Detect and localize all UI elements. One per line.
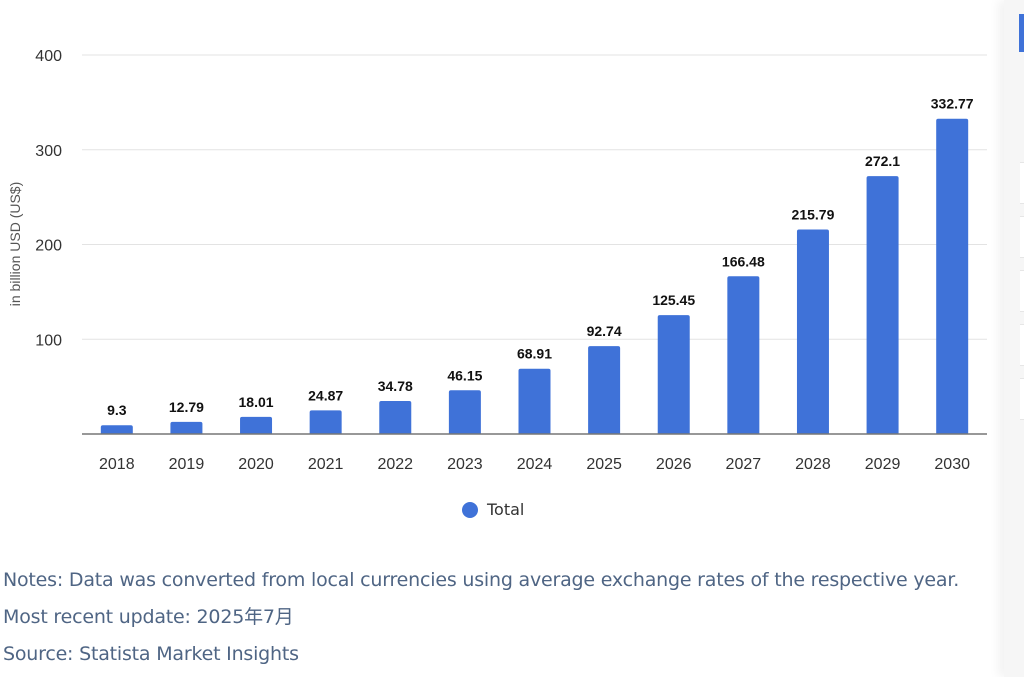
legend-label-total: Total bbox=[487, 500, 525, 519]
x-tick-label-2029: 2029 bbox=[865, 456, 901, 473]
chart-footer: Notes: Data was converted from local cur… bbox=[3, 562, 959, 673]
bar-2029[interactable] bbox=[866, 176, 899, 435]
x-tick-label-2028: 2028 bbox=[795, 456, 831, 473]
bar-2022[interactable] bbox=[379, 401, 412, 434]
bar-2023[interactable] bbox=[448, 390, 481, 434]
x-tick-label-2030: 2030 bbox=[934, 456, 970, 473]
y-tick-label: 400 bbox=[35, 48, 62, 65]
bar-chart: 100 200 300 400 in billion USD (US$) 9.3 12.… bbox=[7, 48, 987, 473]
update-text: Most recent update: 2025年7月 bbox=[3, 606, 294, 628]
data-label-2023: 46.15 bbox=[447, 367, 482, 383]
legend-dot-icon bbox=[462, 501, 478, 518]
side-panel-tab[interactable] bbox=[1020, 216, 1024, 258]
data-label-2028: 215.79 bbox=[792, 207, 835, 223]
data-label-2029: 272.1 bbox=[865, 153, 900, 169]
side-panel-tab[interactable] bbox=[1020, 378, 1024, 420]
data-label-2025: 92.74 bbox=[587, 323, 622, 339]
y-axis-ticks: 100 200 300 400 bbox=[35, 48, 62, 349]
data-label-2024: 68.91 bbox=[517, 346, 552, 362]
bar-2027[interactable] bbox=[727, 276, 760, 434]
x-tick-label-2025: 2025 bbox=[586, 456, 622, 473]
data-label-2018: 9.3 bbox=[107, 402, 127, 418]
bar-2021[interactable] bbox=[309, 410, 342, 434]
bar-2026[interactable] bbox=[657, 315, 690, 434]
data-label-2019: 12.79 bbox=[169, 399, 204, 415]
x-tick-label-2019: 2019 bbox=[169, 456, 205, 473]
x-tick-label-2018: 2018 bbox=[99, 456, 135, 473]
gridlines bbox=[82, 54, 987, 340]
side-panel-tab[interactable] bbox=[1020, 162, 1024, 204]
x-tick-label-2020: 2020 bbox=[238, 456, 274, 473]
x-tick-label-2023: 2023 bbox=[447, 456, 483, 473]
y-tick-label: 100 bbox=[35, 332, 62, 349]
bar-2018[interactable] bbox=[100, 425, 133, 434]
side-panel-active-tab[interactable] bbox=[1019, 14, 1024, 52]
side-panel-tab[interactable] bbox=[1020, 270, 1024, 312]
side-panel bbox=[1004, 0, 1024, 677]
y-axis-title: in billion USD (US$) bbox=[7, 182, 23, 306]
x-axis-ticks: 2018 2019 2020 2021 2022 2023 2024 2025 2026 2027… bbox=[99, 456, 970, 473]
bar-2024[interactable] bbox=[518, 368, 551, 434]
y-tick-label: 300 bbox=[35, 143, 62, 160]
data-labels: 9.3 12.79 18.01 24.87 34.78 46.15 68.91 92.74 12… bbox=[107, 96, 974, 418]
bar-2019[interactable] bbox=[170, 421, 203, 434]
legend[interactable]: Total bbox=[462, 500, 524, 519]
x-tick-label-2022: 2022 bbox=[377, 456, 413, 473]
bars bbox=[100, 118, 969, 435]
source-text: Source: Statista Market Insights bbox=[3, 643, 299, 665]
x-tick-label-2024: 2024 bbox=[517, 456, 553, 473]
notes-text: Notes: Data was converted from local cur… bbox=[3, 569, 960, 591]
bar-2025[interactable] bbox=[588, 346, 621, 434]
data-label-2021: 24.87 bbox=[308, 387, 343, 403]
x-tick-label-2021: 2021 bbox=[308, 456, 344, 473]
bar-2028[interactable] bbox=[796, 229, 829, 434]
x-tick-label-2026: 2026 bbox=[656, 456, 692, 473]
bar-2020[interactable] bbox=[240, 416, 273, 434]
data-label-2022: 34.78 bbox=[378, 378, 413, 394]
data-label-2020: 18.01 bbox=[239, 394, 274, 410]
data-label-2027: 166.48 bbox=[722, 253, 765, 269]
x-tick-label-2027: 2027 bbox=[726, 456, 762, 473]
side-panel-tab[interactable] bbox=[1020, 324, 1024, 366]
bar-2030[interactable] bbox=[936, 118, 969, 434]
data-label-2030: 332.77 bbox=[931, 96, 974, 112]
y-tick-label: 200 bbox=[35, 238, 62, 255]
data-label-2026: 125.45 bbox=[652, 292, 695, 308]
